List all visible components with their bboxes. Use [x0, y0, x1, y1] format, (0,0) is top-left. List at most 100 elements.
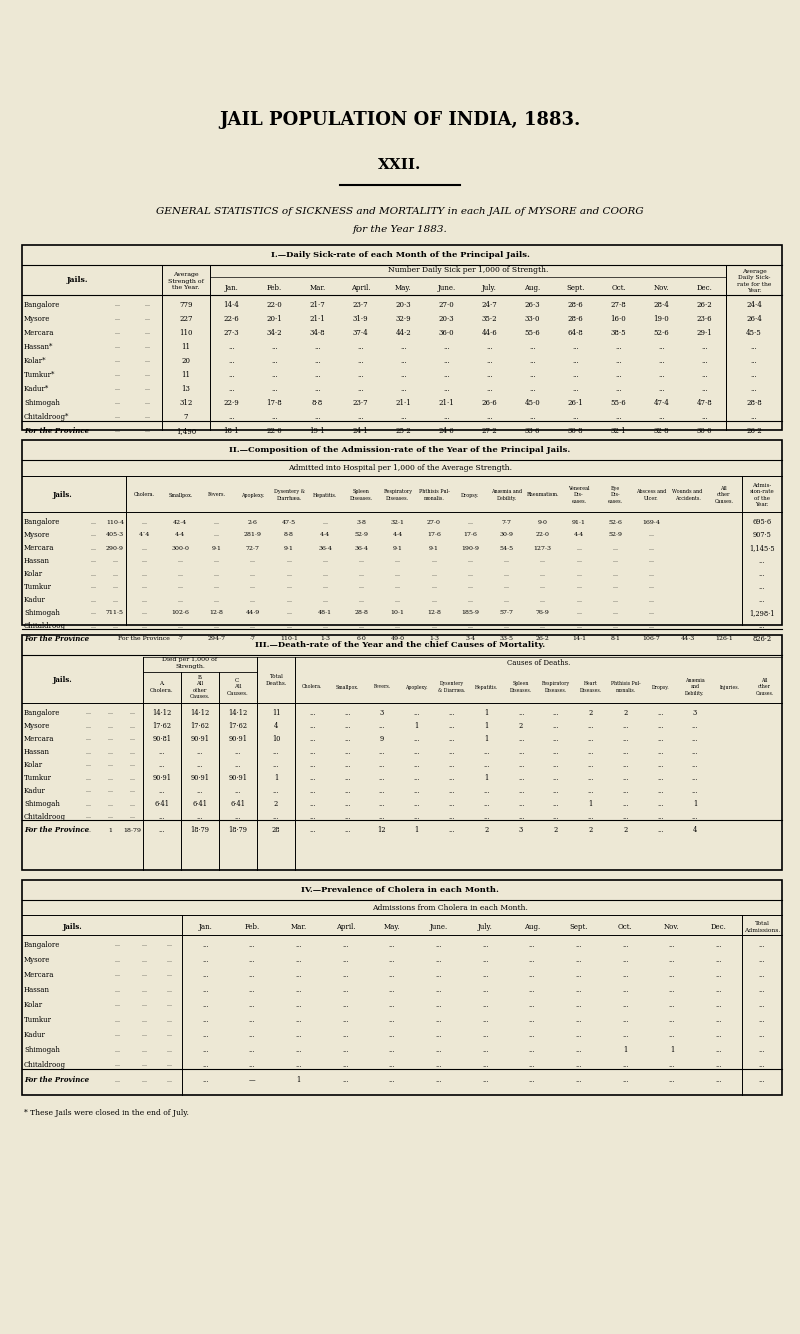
Text: ...: ... [273, 760, 279, 768]
Text: ...: ... [310, 760, 315, 768]
Text: 4·4: 4·4 [175, 532, 186, 538]
Text: ...: ... [144, 372, 150, 378]
Text: ...: ... [572, 343, 579, 351]
Text: ...: ... [649, 623, 654, 628]
Text: ...: ... [310, 722, 315, 730]
Text: ...: ... [692, 735, 698, 743]
Text: ...: ... [612, 571, 618, 576]
Text: ...: ... [159, 748, 165, 756]
Text: ...: ... [394, 584, 401, 590]
Text: Fevers.: Fevers. [374, 684, 390, 690]
Text: ...: ... [622, 735, 629, 743]
Text: 1,490: 1,490 [176, 427, 196, 435]
Text: Jails.: Jails. [62, 923, 82, 931]
Text: 13: 13 [182, 386, 190, 394]
Text: 2: 2 [554, 826, 558, 834]
Text: ...: ... [90, 584, 96, 590]
Text: ...: ... [692, 787, 698, 795]
Text: ...: ... [575, 1046, 582, 1054]
Text: Tumkur: Tumkur [24, 1017, 52, 1025]
Text: 1,145·5: 1,145·5 [749, 544, 775, 552]
Text: ...: ... [759, 1031, 765, 1039]
Text: 1: 1 [297, 1077, 301, 1085]
Text: ...: ... [114, 1062, 120, 1067]
Text: ...: ... [518, 812, 524, 820]
Text: ...: ... [486, 386, 493, 394]
Text: ...: ... [249, 1061, 255, 1069]
Text: IV.—Prevalence of Cholera in each Month.: IV.—Prevalence of Cholera in each Month. [301, 886, 499, 894]
Text: ...: ... [250, 559, 256, 563]
Text: ...: ... [202, 971, 209, 979]
Text: 27·0: 27·0 [438, 301, 454, 309]
Text: ...: ... [572, 414, 579, 422]
Bar [22, 880, 782, 1095]
Text: ...: ... [114, 303, 120, 308]
Text: ...: ... [271, 386, 278, 394]
Text: ...: ... [322, 598, 328, 603]
Text: 27·8: 27·8 [610, 301, 626, 309]
Text: ...: ... [166, 1062, 173, 1067]
Text: 227: 227 [179, 315, 193, 323]
Text: Feb.: Feb. [267, 284, 282, 292]
Text: ...: ... [389, 1077, 395, 1085]
Text: ...: ... [482, 1017, 489, 1025]
Text: ...: ... [587, 722, 594, 730]
Text: ...: ... [431, 598, 437, 603]
Text: June.: June. [430, 923, 448, 931]
Text: ...: ... [622, 986, 629, 994]
Text: 9·0: 9·0 [538, 519, 548, 524]
Text: ...: ... [129, 750, 135, 755]
Text: 6·41: 6·41 [154, 800, 170, 808]
Text: 26·2: 26·2 [697, 301, 712, 309]
Text: 18·79: 18·79 [190, 826, 210, 834]
Text: 28·6: 28·6 [568, 315, 583, 323]
Text: ...: ... [342, 971, 349, 979]
Text: ·7: ·7 [178, 636, 183, 642]
Text: Chitaldroog: Chitaldroog [24, 812, 66, 820]
Text: Rheumatism.: Rheumatism. [526, 492, 559, 498]
Text: 1: 1 [414, 722, 419, 730]
Text: Died per 1,000 of
Strength.: Died per 1,000 of Strength. [162, 658, 218, 668]
Text: ...: ... [202, 1061, 209, 1069]
Text: ...: ... [448, 787, 454, 795]
Text: Kolar*: Kolar* [24, 358, 46, 366]
Text: Admitted into Hospital per 1,000 of the Average Strength.: Admitted into Hospital per 1,000 of the … [288, 464, 512, 472]
Text: ...: ... [572, 358, 579, 366]
Text: ...: ... [649, 559, 654, 563]
Text: 9·1: 9·1 [429, 546, 439, 551]
Text: ...: ... [228, 343, 235, 351]
Text: ...: ... [435, 971, 442, 979]
Text: * These Jails were closed in the end of July.: * These Jails were closed in the end of … [24, 1109, 189, 1117]
Text: ...: ... [144, 331, 150, 335]
Text: ...: ... [357, 358, 364, 366]
Text: ...: ... [114, 1018, 120, 1022]
Text: ...: ... [141, 571, 147, 576]
Text: ...: ... [286, 598, 292, 603]
Text: ...: ... [715, 986, 722, 994]
Text: Sept.: Sept. [570, 923, 588, 931]
Text: ...: ... [378, 800, 385, 808]
Text: ...: ... [540, 559, 546, 563]
Text: 7: 7 [184, 414, 188, 422]
Text: For the Province: For the Province [24, 826, 89, 834]
Text: 2: 2 [274, 800, 278, 808]
Text: ...: ... [576, 571, 582, 576]
Text: 20·3: 20·3 [396, 301, 411, 309]
Text: ...: ... [378, 787, 385, 795]
Text: Respiratory
Diseases.: Respiratory Diseases. [383, 490, 412, 500]
Text: 36·4: 36·4 [354, 546, 369, 551]
Text: ...: ... [503, 623, 510, 628]
Text: ...: ... [657, 708, 663, 716]
Text: 72·7: 72·7 [246, 546, 260, 551]
Text: ...: ... [178, 559, 183, 563]
Text: ...: ... [228, 371, 235, 379]
Text: 127·3: 127·3 [534, 546, 552, 551]
Text: ...: ... [715, 1000, 722, 1009]
Text: ...: ... [503, 598, 510, 603]
Text: ...: ... [107, 750, 113, 755]
Text: ...: ... [486, 343, 493, 351]
Text: ...: ... [142, 1078, 147, 1082]
Text: 779: 779 [179, 301, 193, 309]
Text: ...: ... [228, 386, 235, 394]
Text: ...: ... [400, 414, 407, 422]
